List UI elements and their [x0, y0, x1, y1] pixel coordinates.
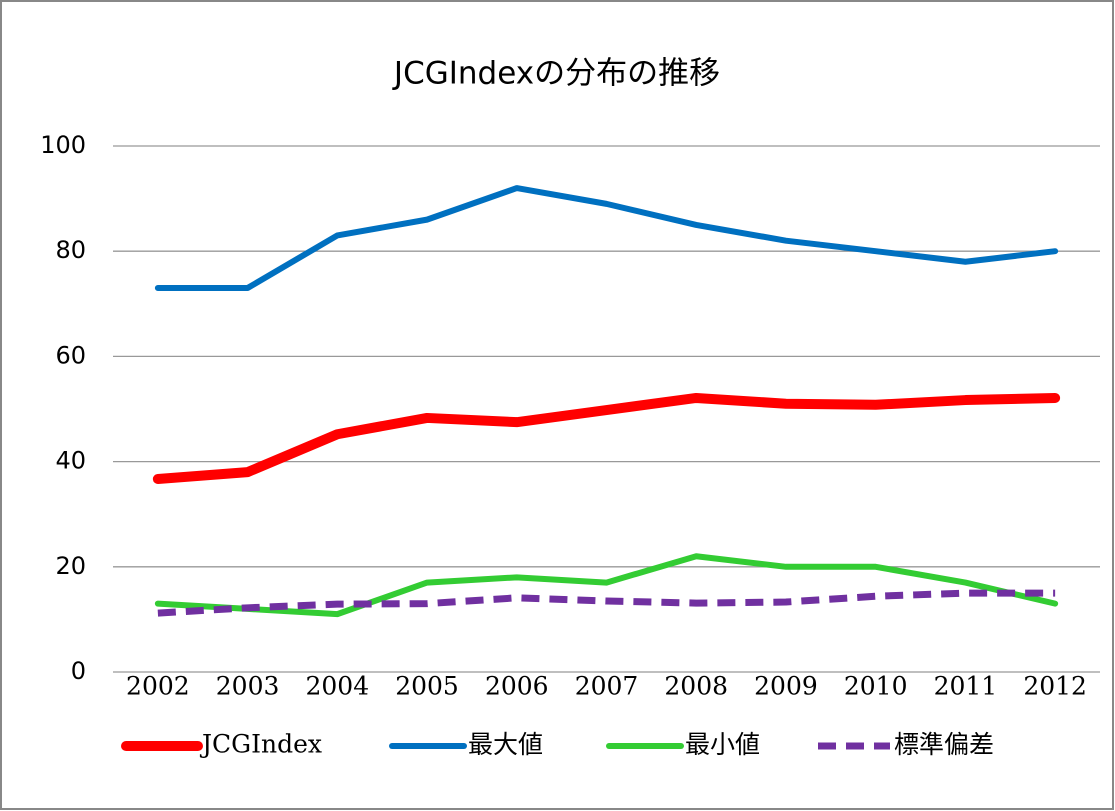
x-tick-label: 2008 [664, 672, 728, 701]
chart-title: JCGIndexの分布の推移 [392, 56, 720, 92]
legend-label: JCGIndex [199, 730, 322, 759]
y-tick-label: 0 [71, 657, 86, 685]
legend-label: 最小値 [685, 730, 760, 759]
y-tick-label: 100 [40, 131, 86, 159]
y-tick-label: 80 [55, 236, 86, 264]
legend-label: 最大値 [468, 730, 543, 759]
x-tick-label: 2010 [844, 672, 908, 701]
x-tick-label: 2012 [1023, 672, 1087, 701]
y-tick-label: 60 [55, 341, 86, 369]
line-series [154, 553, 1059, 618]
x-tick-label: 2002 [126, 672, 190, 701]
x-tick-label: 2009 [754, 672, 818, 701]
x-tick-label: 2006 [485, 672, 549, 701]
legend-label: 標準偏差 [894, 730, 994, 759]
line-series [157, 589, 1056, 617]
x-tick-label: 2007 [575, 672, 639, 701]
y-tick-label: 40 [55, 447, 86, 475]
x-tick-label: 2011 [934, 672, 998, 701]
y-tick-label: 20 [55, 552, 86, 580]
line-series [154, 185, 1059, 292]
x-tick-label: 2003 [216, 672, 280, 701]
x-tick-label: 2004 [306, 672, 370, 701]
line-series [152, 392, 1061, 484]
x-tick-label: 2005 [395, 672, 459, 701]
